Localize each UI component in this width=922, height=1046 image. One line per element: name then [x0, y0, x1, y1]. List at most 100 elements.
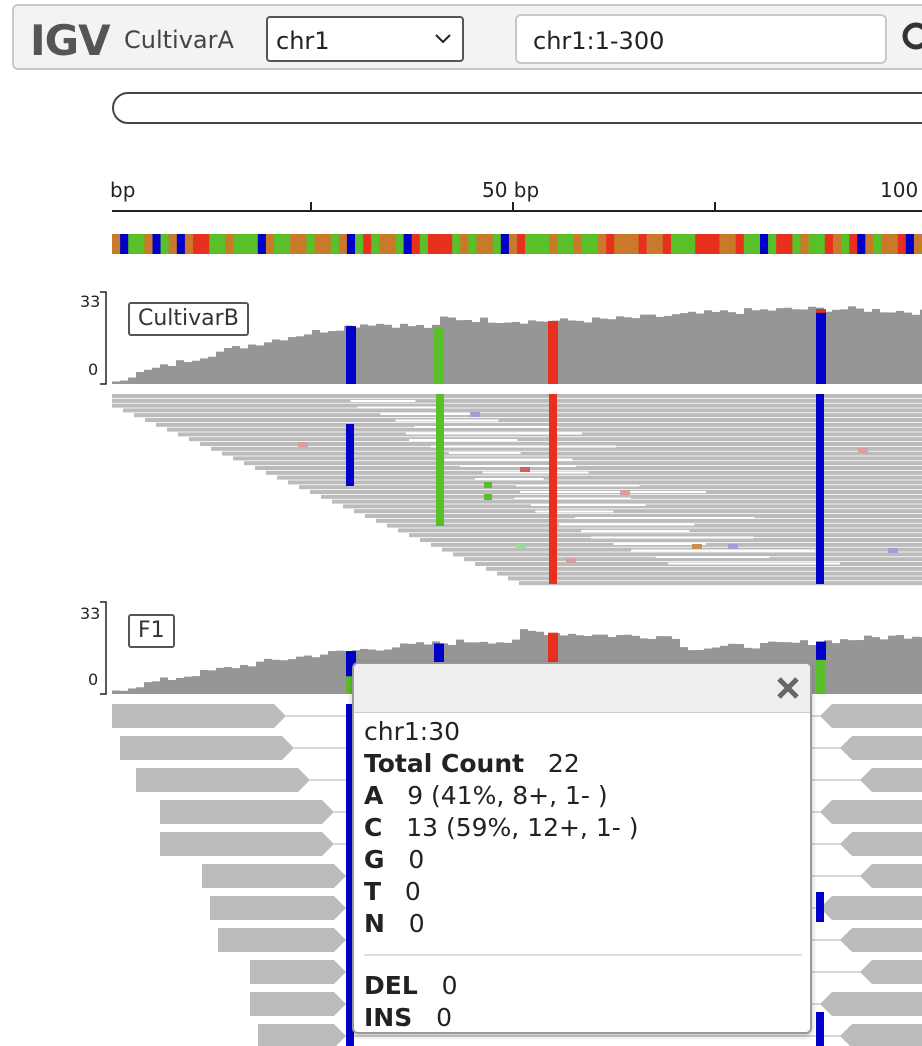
sequence-base — [500, 234, 510, 254]
read — [860, 768, 922, 792]
sequence-base — [436, 234, 445, 254]
sequence-base — [419, 234, 429, 254]
coverage-bar — [496, 323, 504, 384]
sequence-track — [112, 234, 922, 254]
coverage-bar — [304, 655, 312, 694]
genome-name[interactable]: CultivarA — [124, 26, 234, 54]
read — [218, 928, 346, 952]
sequence-base — [589, 234, 599, 254]
read — [112, 403, 922, 408]
read-gap — [357, 406, 444, 409]
sequence-base — [298, 234, 307, 254]
coverage-bar — [128, 377, 136, 384]
sequence-base — [808, 234, 817, 254]
coverage-bar — [208, 356, 216, 384]
sequence-base — [581, 234, 591, 254]
track-label[interactable]: CultivarB — [128, 302, 249, 336]
read-gap — [591, 536, 754, 539]
chevron-down-icon — [435, 34, 451, 44]
read-gap — [530, 504, 646, 506]
coverage-scale-max: 33 — [80, 292, 101, 311]
close-icon[interactable] — [772, 672, 804, 704]
read-gap — [444, 458, 573, 461]
popup-base-row: C 13 (59%, 12+, 1- ) — [364, 812, 802, 844]
sequence-base — [719, 234, 728, 254]
chromosome-ideogram[interactable] — [112, 92, 922, 124]
sequence-base — [743, 234, 753, 254]
popup-locus: chr1:30 — [364, 717, 461, 746]
coverage-bar — [360, 324, 368, 384]
sequence-base — [662, 234, 672, 254]
popup-header[interactable] — [354, 664, 810, 713]
sequence-base — [695, 234, 704, 254]
sequence-base — [857, 234, 866, 254]
locus-search-input[interactable]: chr1:1-300 — [515, 14, 887, 64]
coverage-bar — [568, 320, 576, 384]
coverage-bar — [184, 362, 192, 384]
coverage-bar — [696, 313, 704, 384]
sequence-base — [703, 234, 712, 254]
sequence-base — [152, 234, 161, 254]
read — [420, 538, 922, 542]
read — [210, 896, 346, 920]
sequence-base — [379, 234, 388, 254]
read-snp — [346, 704, 354, 1046]
read — [453, 552, 922, 557]
sequence-base — [573, 234, 583, 254]
read — [299, 485, 922, 490]
popup-ins-label: INS — [364, 1003, 413, 1032]
sequence-base — [338, 234, 348, 254]
coverage-bar — [488, 322, 496, 384]
coverage-bar — [808, 645, 816, 694]
read-gap — [515, 484, 640, 487]
sequence-base — [735, 234, 745, 254]
read — [332, 499, 922, 504]
coverage-bar — [136, 371, 144, 384]
coverage-bar — [760, 309, 768, 384]
coverage-bar — [320, 332, 328, 384]
popup-del-label: DEL — [364, 971, 418, 1000]
chromosome-select[interactable]: chr1 — [266, 16, 464, 62]
coverage-bar — [288, 659, 296, 694]
coverage-bar — [248, 344, 256, 384]
coverage-bar — [792, 309, 800, 384]
coverage-bar — [888, 635, 896, 694]
sequence-base — [249, 234, 259, 254]
read-snp — [484, 494, 492, 500]
coverage-bar — [912, 314, 920, 384]
sequence-base — [387, 234, 396, 254]
read-mismatch — [858, 448, 868, 453]
coverage-bar — [872, 308, 880, 384]
sequence-base — [363, 234, 372, 254]
read — [222, 451, 922, 456]
read-gap — [475, 478, 544, 480]
coverage-bar — [776, 308, 784, 384]
sequence-base — [679, 234, 688, 254]
sequence-base — [897, 234, 907, 254]
sequence-base — [792, 234, 801, 254]
read-snp — [816, 1012, 824, 1046]
coverage-bar — [536, 321, 544, 384]
coverage-bar — [824, 311, 832, 384]
coverage-bar — [736, 313, 744, 384]
search-icon[interactable] — [900, 20, 922, 60]
coverage-bar — [176, 677, 184, 694]
sequence-base — [549, 234, 558, 254]
sequence-base — [557, 234, 566, 254]
read — [387, 523, 922, 528]
coverage-bar — [320, 654, 328, 694]
sequence-base — [484, 234, 493, 254]
popup-base-value: 0 — [404, 877, 421, 906]
coverage-bar — [240, 664, 248, 694]
sequence-base — [776, 234, 785, 254]
coverage-bar — [520, 323, 528, 384]
coverage-bar — [280, 660, 288, 694]
read-snp — [436, 394, 444, 526]
sequence-base — [233, 234, 242, 254]
read-gap — [575, 517, 755, 519]
track-label[interactable]: F1 — [128, 614, 175, 648]
sequence-base — [881, 234, 890, 254]
read — [258, 1024, 346, 1046]
coverage-bar — [176, 360, 184, 384]
coverage-and-reads[interactable] — [0, 282, 922, 588]
